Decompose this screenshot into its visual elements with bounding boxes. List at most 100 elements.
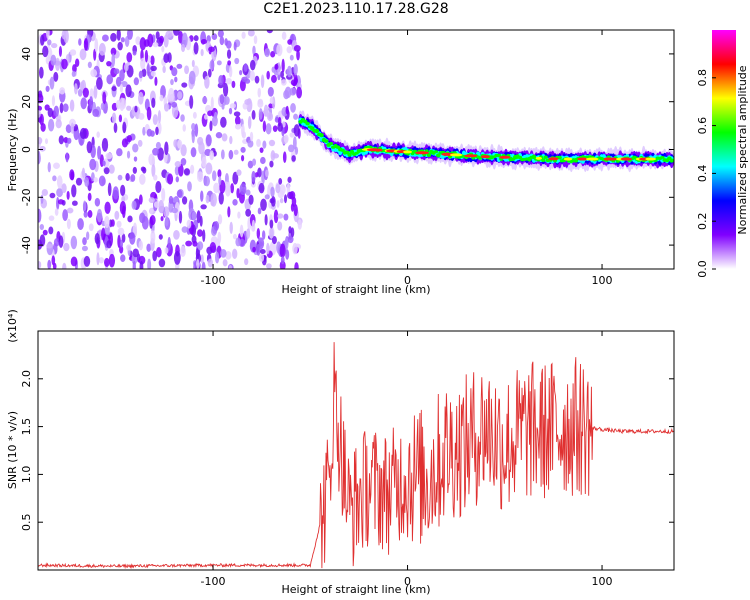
heatmap-cell bbox=[105, 152, 113, 160]
heatmap-cell bbox=[252, 158, 257, 166]
heatmap-cell bbox=[187, 181, 192, 192]
heatmap-cell bbox=[119, 69, 125, 82]
heatmap-cell bbox=[121, 97, 127, 109]
heatmap-cell bbox=[194, 123, 199, 137]
heatmap-cell bbox=[241, 131, 247, 139]
heatmap-cell bbox=[249, 70, 256, 81]
heatmap-cell bbox=[119, 245, 124, 254]
heatmap-cell bbox=[289, 87, 297, 96]
heatmap-cell bbox=[77, 88, 83, 97]
heatmap-peak-cell bbox=[605, 157, 618, 161]
heatmap-cell bbox=[116, 148, 123, 157]
heatmap-cell bbox=[82, 200, 87, 212]
heatmap-cell bbox=[200, 39, 208, 45]
heatmap-cell bbox=[161, 187, 166, 202]
heatmap-cell bbox=[218, 175, 222, 186]
heatmap-cell bbox=[171, 197, 179, 203]
heatmap-cell bbox=[270, 51, 276, 58]
heatmap-cell bbox=[269, 96, 274, 105]
heatmap-cell bbox=[201, 261, 206, 269]
heatmap-cell bbox=[53, 71, 59, 82]
heatmap-cell bbox=[285, 105, 289, 115]
heatmap-cell bbox=[256, 228, 261, 240]
spectrogram-panel: -100 0 100 -40 -20 0 20 40 Height of straight l… bbox=[6, 29, 675, 296]
heatmap-cell bbox=[232, 233, 237, 240]
heatmap-cell bbox=[93, 177, 98, 183]
heatmap-cell bbox=[66, 207, 74, 214]
heatmap-cell bbox=[47, 107, 54, 118]
heatmap-cell bbox=[70, 235, 78, 250]
heatmap-cell bbox=[189, 95, 194, 109]
heatmap-cell bbox=[71, 184, 77, 198]
heatmap-cell bbox=[102, 160, 106, 167]
heatmap-cell bbox=[79, 127, 87, 140]
spectrogram-axes: -100 0 100 -40 -20 0 20 40 bbox=[20, 30, 674, 287]
snr-panel: -100 0 100 0.5 1.0 1.5 2.0 Height of straight … bbox=[6, 309, 675, 596]
heatmap-cell bbox=[274, 63, 279, 70]
heatmap-cell bbox=[173, 30, 180, 36]
heatmap-cell bbox=[155, 141, 161, 150]
heatmap-cell bbox=[191, 129, 195, 144]
heatmap-track-cell bbox=[496, 153, 502, 158]
heatmap-cell bbox=[121, 233, 126, 243]
heatmap-cell bbox=[285, 249, 290, 260]
x-tick-label: 0 bbox=[404, 274, 411, 287]
heatmap-cell bbox=[256, 138, 261, 148]
heatmap-cell bbox=[279, 197, 284, 204]
heatmap-cell bbox=[113, 68, 120, 75]
heatmap-cell bbox=[260, 74, 265, 89]
heatmap-peak-cell bbox=[645, 157, 657, 161]
heatmap-cell bbox=[277, 221, 283, 231]
heatmap-cell bbox=[110, 32, 117, 42]
heatmap-cell bbox=[224, 172, 229, 185]
heatmap-cell bbox=[247, 139, 254, 148]
heatmap-peak-cell bbox=[415, 151, 430, 155]
heatmap-cell bbox=[119, 239, 124, 248]
heatmap-cell bbox=[126, 134, 133, 143]
heatmap-cell bbox=[117, 234, 121, 248]
heatmap-cell bbox=[130, 174, 136, 182]
heatmap-cell bbox=[207, 258, 214, 268]
heatmap-track-cell bbox=[305, 121, 310, 126]
heatmap-cell bbox=[101, 227, 106, 241]
heatmap-cell bbox=[176, 91, 183, 100]
heatmap-cell bbox=[75, 177, 83, 186]
heatmap-cell bbox=[249, 131, 254, 142]
heatmap-cell bbox=[54, 208, 59, 216]
heatmap-peak-cell bbox=[374, 148, 383, 152]
heatmap-cell bbox=[157, 147, 165, 161]
heatmap-cell bbox=[133, 77, 139, 86]
heatmap-cell bbox=[123, 63, 129, 72]
heatmap-cell bbox=[267, 112, 274, 122]
heatmap-cell bbox=[171, 67, 178, 77]
heatmap-cell bbox=[159, 35, 165, 44]
heatmap-cell bbox=[152, 42, 159, 48]
heatmap-cell bbox=[275, 183, 281, 194]
x-tick-label: 100 bbox=[592, 575, 613, 588]
heatmap-cell bbox=[162, 65, 166, 74]
heatmap-cell bbox=[165, 30, 173, 38]
heatmap-cell bbox=[246, 228, 251, 239]
heatmap-cell bbox=[181, 43, 186, 53]
heatmap-cell bbox=[213, 221, 220, 231]
heatmap-cell bbox=[139, 260, 144, 269]
heatmap-cell bbox=[160, 216, 164, 222]
heatmap-cell bbox=[88, 223, 94, 232]
heatmap-cell bbox=[294, 262, 299, 269]
heatmap-cell bbox=[266, 70, 270, 80]
snr-series-line bbox=[38, 342, 674, 570]
heatmap-cell bbox=[62, 103, 69, 112]
heatmap-cell bbox=[239, 183, 247, 196]
heatmap-cell bbox=[104, 201, 111, 214]
heatmap-cell bbox=[98, 175, 106, 187]
heatmap-cell bbox=[38, 208, 42, 223]
heatmap-cell bbox=[173, 229, 180, 240]
heatmap-track-cell bbox=[426, 152, 432, 157]
heatmap-cell bbox=[279, 243, 286, 258]
heatmap-cell bbox=[226, 49, 232, 59]
heatmap-cell bbox=[202, 96, 208, 104]
heatmap-cell bbox=[256, 243, 261, 256]
heatmap-cell bbox=[222, 82, 229, 97]
heatmap-cell bbox=[180, 114, 185, 122]
heatmap-cell bbox=[272, 125, 278, 132]
